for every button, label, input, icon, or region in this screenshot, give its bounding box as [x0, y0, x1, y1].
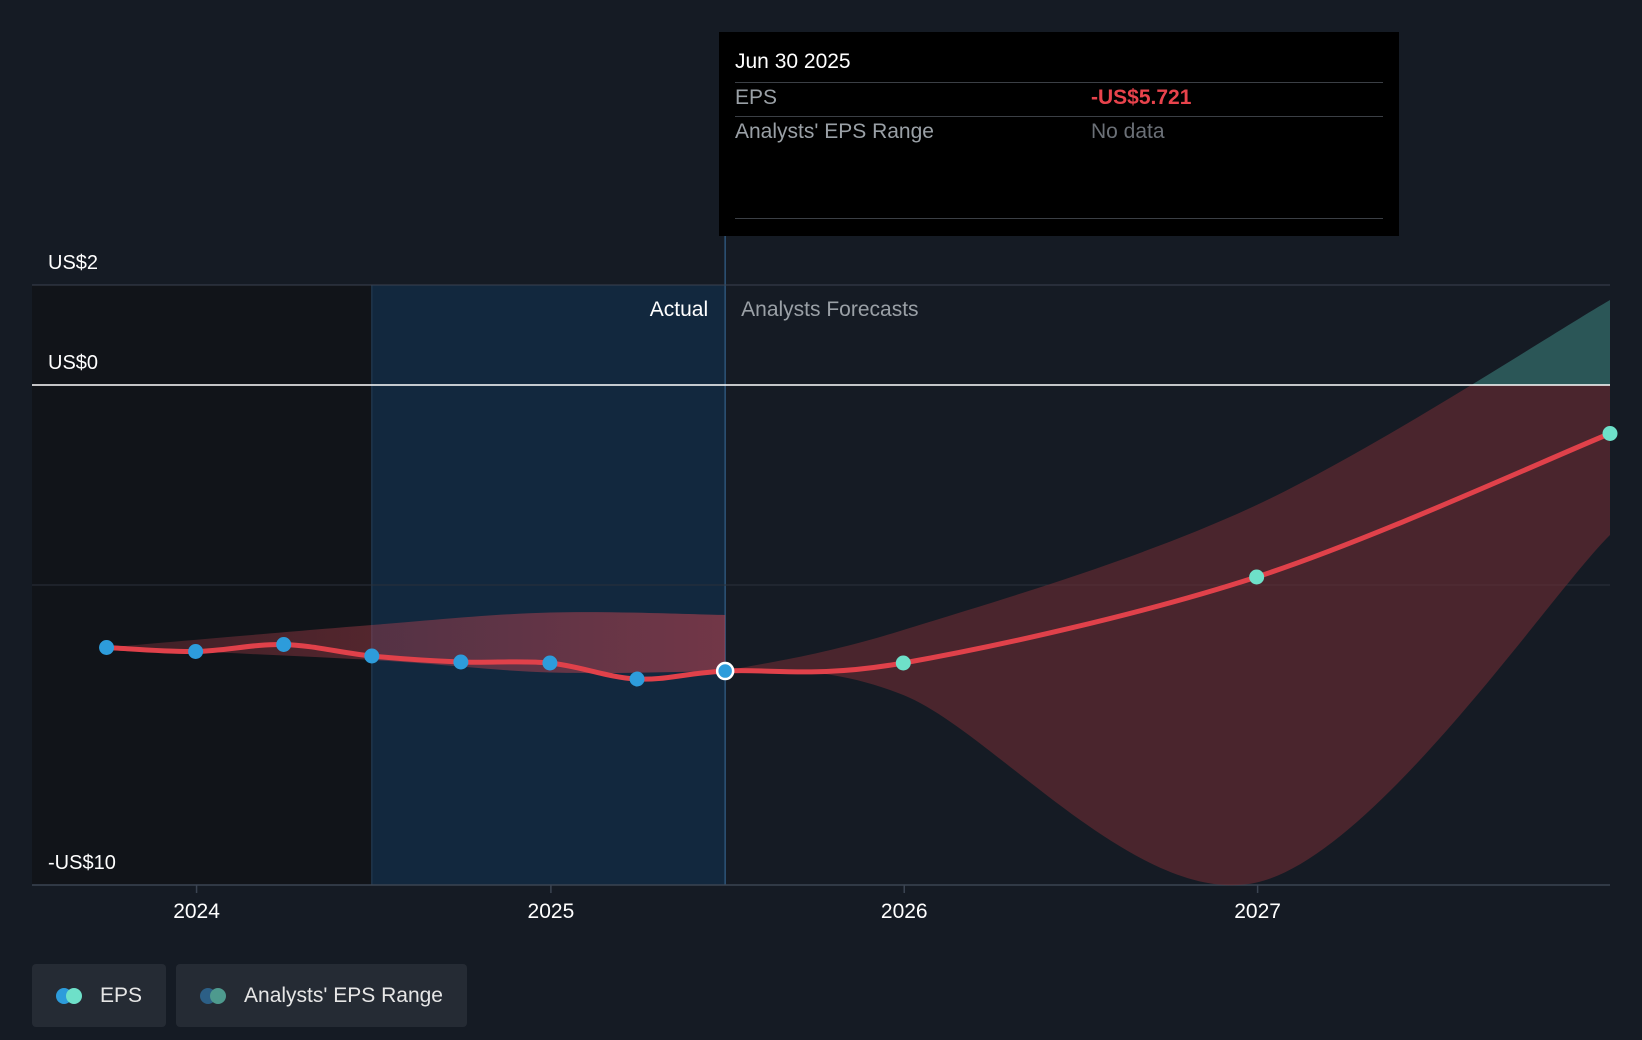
x-tick-label: 2025: [528, 900, 575, 923]
x-tick-label: 2027: [1234, 900, 1281, 923]
legend: EPS Analysts' EPS Range: [32, 964, 467, 1027]
y-tick-label: -US$10: [48, 852, 116, 874]
y-tick-label: US$2: [48, 252, 98, 274]
legend-label-analyst-range: Analysts' EPS Range: [244, 983, 443, 1007]
tooltip-date: Jun 30 2025: [735, 50, 851, 73]
actual-eps-band: [106, 612, 726, 674]
tooltip-eps-value: -US$5.721: [1091, 86, 1192, 109]
legend-dot-forecast: [66, 987, 82, 1004]
legend-item-eps[interactable]: EPS: [32, 964, 167, 1027]
tooltip-divider: [735, 82, 1383, 83]
x-tick-label: 2024: [173, 900, 220, 923]
analyst-range-positive: [1471, 300, 1610, 385]
eps-actual-point: [276, 637, 292, 652]
y-tick-label: US$0: [48, 352, 98, 374]
tooltip-range-label: Analysts' EPS Range: [735, 120, 934, 143]
eps-forecast-point: [1602, 426, 1618, 441]
legend-item-analyst-range[interactable]: Analysts' EPS Range: [176, 964, 467, 1027]
eps-actual-point: [188, 644, 204, 659]
tooltip-divider: [735, 116, 1383, 117]
tooltip-range-value: No data: [1091, 120, 1165, 143]
eps-legend-icon: [56, 987, 88, 1004]
eps-actual-point: [715, 661, 735, 681]
x-tick-label: 2026: [881, 900, 928, 923]
eps-forecast-point: [895, 655, 911, 671]
tooltip-divider: [735, 218, 1383, 219]
forecast-zone-label: Analysts Forecasts: [741, 298, 918, 321]
eps-actual-point: [542, 655, 558, 671]
actual-zone-label: Actual: [650, 298, 708, 321]
eps-forecast-point: [1249, 569, 1265, 585]
tooltip-panel: Jun 30 2025 EPS -US$5.721 Analysts' EPS …: [719, 32, 1399, 236]
eps-actual-point: [453, 654, 469, 670]
range-legend-icon: [200, 987, 232, 1004]
tooltip-eps-label: EPS: [735, 86, 778, 109]
legend-label-eps: EPS: [100, 983, 143, 1007]
eps-actual-point: [364, 648, 380, 664]
eps-actual-point: [99, 640, 115, 655]
legend-dot-range-b: [210, 987, 227, 1004]
analyst-range-negative: [725, 385, 1610, 885]
eps-actual-point: [629, 671, 645, 687]
